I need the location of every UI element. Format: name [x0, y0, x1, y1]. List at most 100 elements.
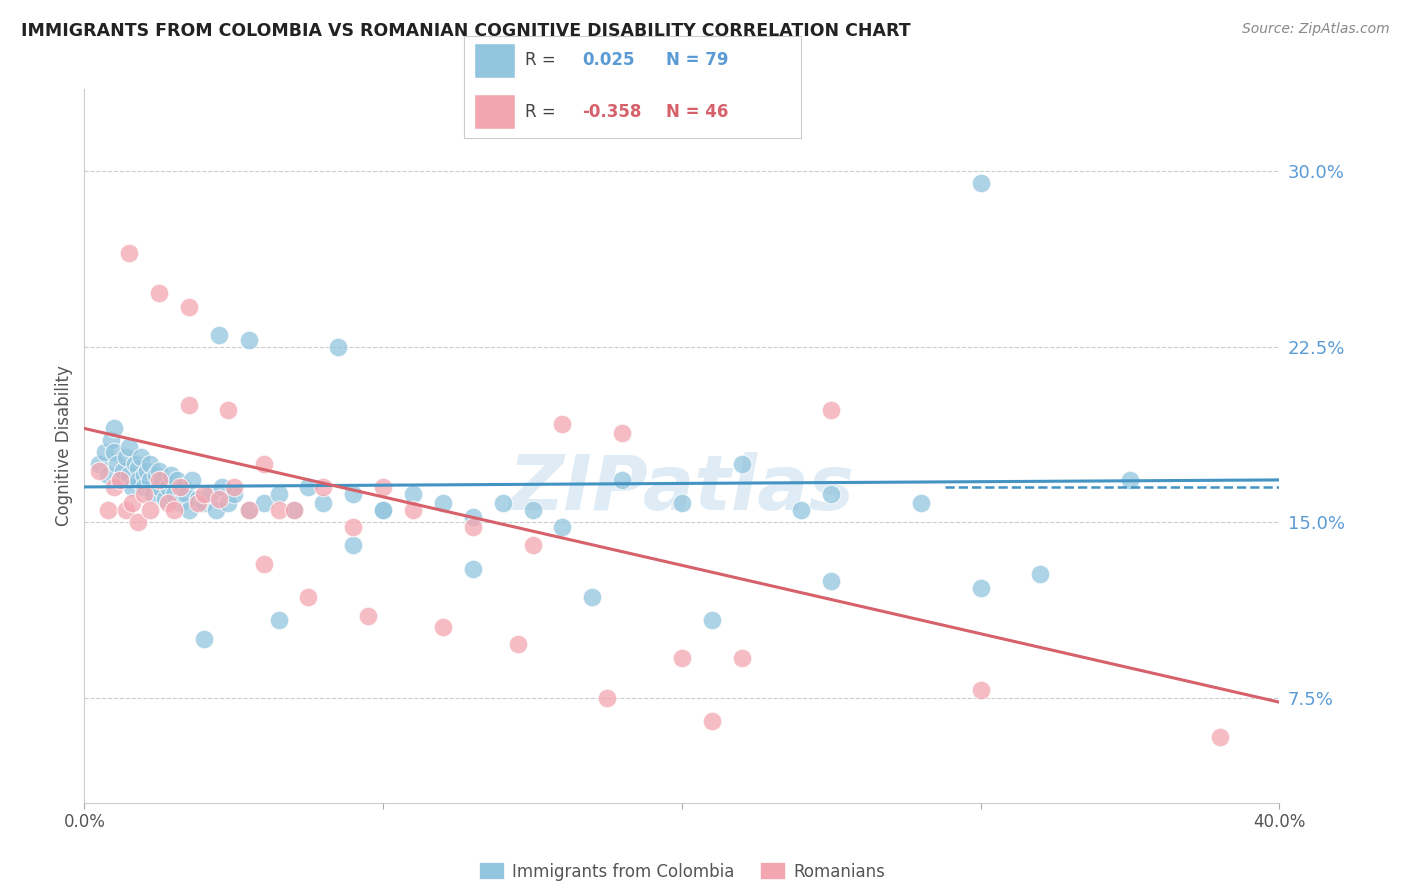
Point	[94, 445, 117, 459]
Point	[145, 468, 167, 483]
Point	[790, 503, 813, 517]
Point	[522, 503, 544, 517]
Point	[222, 487, 245, 501]
Point	[208, 491, 231, 506]
Text: -0.358: -0.358	[582, 103, 641, 120]
Text: N = 79: N = 79	[666, 52, 728, 70]
Text: 0.025: 0.025	[582, 52, 634, 70]
Point	[373, 503, 395, 517]
Point	[177, 503, 200, 517]
Point	[461, 510, 484, 524]
Point	[110, 473, 132, 487]
Point	[148, 285, 170, 300]
Point	[208, 327, 231, 342]
Point	[551, 519, 574, 533]
Point	[342, 538, 364, 552]
Point	[1119, 473, 1142, 487]
Point	[222, 480, 245, 494]
Point	[121, 480, 143, 494]
Point	[432, 620, 454, 634]
Point	[127, 515, 149, 529]
Point	[373, 480, 395, 494]
Point	[970, 683, 993, 698]
Point	[163, 487, 186, 501]
Point	[187, 491, 209, 506]
Point	[970, 176, 993, 190]
Point	[342, 487, 364, 501]
Point	[402, 503, 425, 517]
Point	[148, 480, 170, 494]
Point	[238, 503, 260, 517]
Text: IMMIGRANTS FROM COLOMBIA VS ROMANIAN COGNITIVE DISABILITY CORRELATION CHART: IMMIGRANTS FROM COLOMBIA VS ROMANIAN COG…	[21, 22, 911, 40]
Point	[105, 457, 128, 471]
Point	[110, 473, 132, 487]
Point	[970, 581, 993, 595]
Point	[193, 487, 215, 501]
Point	[328, 340, 350, 354]
Point	[181, 473, 204, 487]
Point	[115, 503, 138, 517]
Point	[160, 468, 183, 483]
Point	[153, 491, 176, 506]
Point	[283, 503, 305, 517]
Point	[97, 503, 120, 517]
Point	[103, 445, 125, 459]
Point	[166, 473, 188, 487]
Point	[432, 496, 454, 510]
Point	[177, 300, 200, 314]
Point	[731, 457, 754, 471]
Point	[217, 402, 239, 417]
Point	[238, 503, 260, 517]
Point	[132, 468, 156, 483]
Point	[193, 496, 215, 510]
Point	[89, 464, 111, 478]
Point	[312, 496, 335, 510]
Point	[103, 480, 125, 494]
Point	[100, 433, 122, 447]
FancyBboxPatch shape	[474, 95, 515, 129]
Point	[132, 487, 156, 501]
Point	[700, 714, 723, 728]
Point	[193, 632, 215, 646]
Point	[150, 473, 173, 487]
Point	[118, 246, 141, 260]
Point	[163, 503, 186, 517]
Point	[671, 496, 693, 510]
Point	[157, 496, 180, 510]
Point	[198, 487, 221, 501]
FancyBboxPatch shape	[474, 43, 515, 78]
Point	[157, 480, 180, 494]
Point	[267, 613, 290, 627]
Point	[551, 417, 574, 431]
Point	[139, 457, 162, 471]
Point	[506, 637, 529, 651]
Point	[581, 590, 603, 604]
Point	[142, 487, 165, 501]
Point	[596, 690, 619, 705]
Point	[267, 503, 290, 517]
Point	[492, 496, 515, 510]
Y-axis label: Cognitive Disability: Cognitive Disability	[55, 366, 73, 526]
Point	[103, 421, 125, 435]
Point	[283, 503, 305, 517]
Text: ZIPatlas: ZIPatlas	[509, 452, 855, 525]
Point	[89, 457, 111, 471]
Point	[357, 608, 380, 623]
Point	[139, 473, 162, 487]
Point	[238, 333, 260, 347]
Point	[820, 487, 842, 501]
Point	[124, 457, 146, 471]
Point	[671, 650, 693, 665]
Point	[522, 538, 544, 552]
Point	[700, 613, 723, 627]
Point	[461, 562, 484, 576]
Point	[253, 496, 276, 510]
Point	[402, 487, 425, 501]
Text: R =: R =	[524, 103, 555, 120]
Point	[297, 590, 319, 604]
Point	[169, 480, 191, 494]
Point	[132, 480, 156, 494]
Point	[267, 487, 290, 501]
Text: Source: ZipAtlas.com: Source: ZipAtlas.com	[1241, 22, 1389, 37]
Point	[118, 440, 141, 454]
